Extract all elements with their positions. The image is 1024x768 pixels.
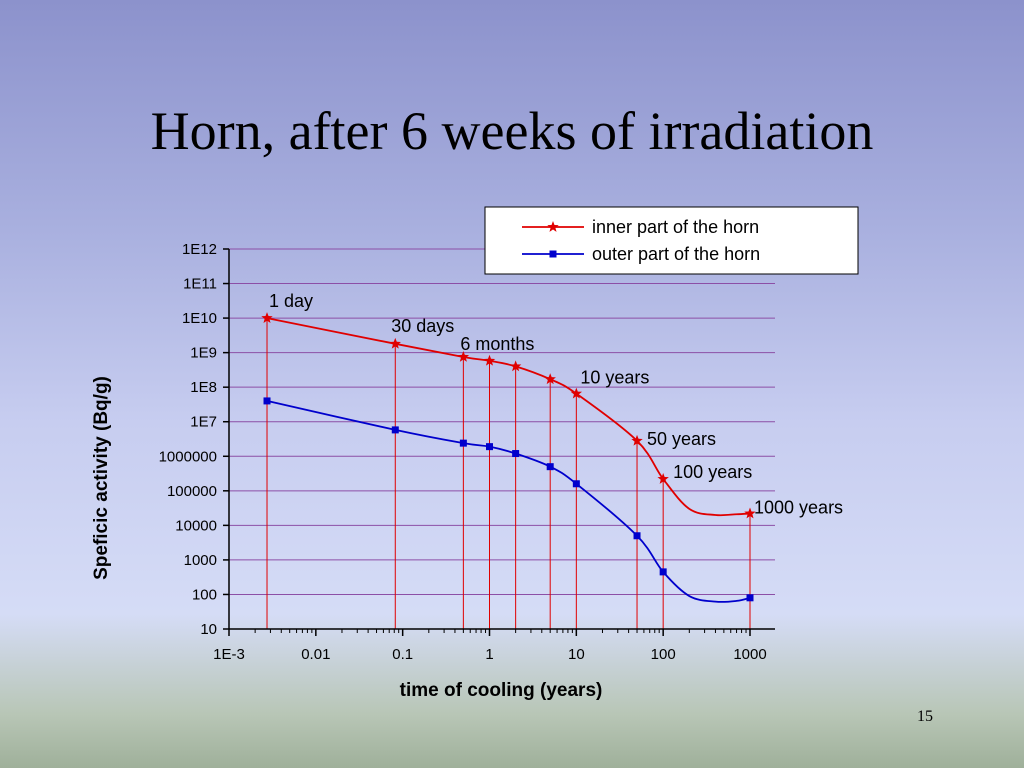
y-tick-label: 10 bbox=[200, 621, 217, 638]
legend-box bbox=[484, 206, 859, 275]
data-point-inner bbox=[544, 373, 556, 385]
annotation-label: 100 years bbox=[673, 462, 752, 482]
annotation-labels: 1 day 30 days 6 months 10 years 50 years 100 … bbox=[269, 291, 843, 517]
y-tick-label: 1000 bbox=[184, 552, 217, 569]
x-tick-label: 1000 bbox=[733, 646, 766, 663]
y-axis-title: Speficic activity (Bq/g) bbox=[91, 376, 112, 580]
slide-title: Horn, after 6 weeks of irradiation bbox=[150, 101, 874, 161]
data-point-inner bbox=[261, 312, 273, 323]
data-point-inner bbox=[509, 360, 522, 372]
data-point-inner bbox=[744, 507, 756, 519]
y-tick-label: 1E11 bbox=[183, 276, 217, 293]
legend-marker-star bbox=[547, 221, 559, 232]
x-axis-title: time of cooling (years) bbox=[400, 680, 603, 701]
series-lines bbox=[266, 317, 751, 603]
data-point-outer bbox=[633, 532, 641, 540]
y-tick-label: 10000 bbox=[175, 517, 217, 534]
annotation-label: 10 years bbox=[580, 368, 649, 388]
data-point-outer bbox=[659, 568, 667, 576]
series-line-outer bbox=[266, 400, 751, 603]
data-point-outer bbox=[546, 463, 554, 471]
x-tick-label: 1E-3 bbox=[213, 646, 245, 663]
y-tick-label: 1E8 bbox=[190, 379, 217, 396]
data-point-outer bbox=[459, 439, 467, 447]
y-tick-label: 1E9 bbox=[190, 345, 217, 362]
annotation-label: 6 months bbox=[460, 334, 534, 354]
data-point-outer bbox=[263, 397, 271, 405]
series-markers bbox=[261, 312, 756, 602]
x-tick-label: 100 bbox=[651, 646, 676, 663]
data-point-inner bbox=[570, 387, 583, 399]
y-tick-label: 100000 bbox=[167, 483, 217, 500]
annotation-label: 30 days bbox=[391, 316, 454, 336]
legend: inner part of the horn outer part of the … bbox=[484, 206, 859, 275]
y-tick-label: 1E10 bbox=[182, 310, 217, 327]
x-tick-label: 0.1 bbox=[392, 646, 413, 663]
data-point-outer bbox=[391, 426, 399, 434]
legend-marker-square bbox=[549, 250, 557, 258]
x-tick-label: 10 bbox=[568, 646, 585, 663]
y-tick-label: 1000000 bbox=[159, 448, 217, 465]
data-point-outer bbox=[746, 594, 754, 602]
y-tick-label: 1E7 bbox=[190, 414, 217, 431]
legend-label: outer part of the horn bbox=[592, 244, 760, 264]
y-tick-label: 1E12 bbox=[182, 241, 217, 258]
x-tick-label: 0.01 bbox=[301, 646, 330, 663]
series-line-inner bbox=[266, 317, 751, 517]
annotation-label: 50 years bbox=[647, 429, 716, 449]
y-tick-label: 100 bbox=[192, 586, 217, 603]
axes: 10 100 1000 10000 100000 1000000 1E7 1E8 1E9 1E10… bbox=[159, 241, 775, 663]
page-number: 15 bbox=[917, 708, 933, 725]
annotation-label: 1000 years bbox=[754, 498, 843, 518]
data-point-inner bbox=[483, 354, 496, 366]
data-point-outer bbox=[486, 443, 493, 451]
data-point-inner bbox=[389, 337, 401, 349]
data-point-outer bbox=[572, 480, 580, 488]
x-tick-label: 1 bbox=[485, 646, 493, 663]
data-point-outer bbox=[512, 450, 520, 458]
data-point-inner bbox=[657, 472, 669, 484]
annotation-label: 1 day bbox=[269, 291, 313, 311]
legend-label: inner part of the horn bbox=[592, 217, 759, 237]
data-point-inner bbox=[457, 350, 470, 362]
data-point-inner bbox=[631, 434, 643, 446]
